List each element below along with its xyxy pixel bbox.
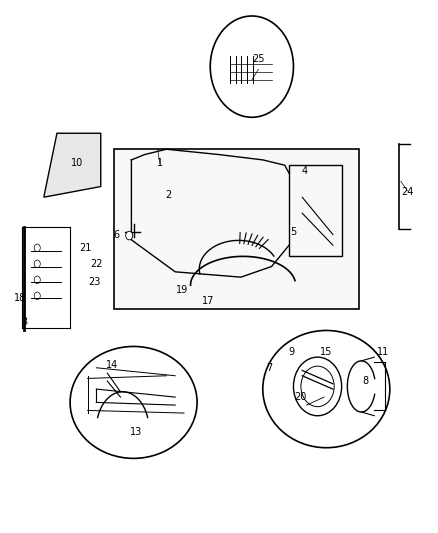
Text: 20: 20 [294,392,306,402]
Circle shape [301,366,334,407]
Circle shape [34,244,40,252]
Text: 19: 19 [176,286,188,295]
Text: 9: 9 [288,347,294,357]
Circle shape [307,227,315,237]
Bar [289,165,342,256]
Circle shape [34,276,40,284]
Circle shape [210,16,293,117]
Text: 22: 22 [90,259,102,269]
Text: 17: 17 [202,296,214,306]
Text: 5: 5 [290,227,297,237]
Polygon shape [44,133,101,197]
Text: 25: 25 [252,54,265,63]
Text: 18: 18 [14,294,26,303]
Ellipse shape [70,346,197,458]
Text: 1: 1 [157,158,163,167]
Text: 24: 24 [401,187,413,197]
Text: 2: 2 [166,190,172,199]
Text: 3: 3 [21,318,27,327]
Ellipse shape [263,330,390,448]
Text: 6: 6 [113,230,119,239]
Text: 15: 15 [320,347,332,357]
Text: 21: 21 [79,243,92,253]
Text: 23: 23 [88,278,100,287]
Text: 14: 14 [106,360,118,370]
Text: 8: 8 [363,376,369,386]
Circle shape [293,357,342,416]
Circle shape [34,260,40,268]
Text: 10: 10 [71,158,83,167]
Circle shape [34,292,40,300]
Text: 11: 11 [377,347,389,357]
Circle shape [126,231,133,240]
Bar [114,149,359,309]
Text: 13: 13 [130,427,142,437]
Text: 4: 4 [301,166,307,175]
Text: 7: 7 [266,363,272,373]
